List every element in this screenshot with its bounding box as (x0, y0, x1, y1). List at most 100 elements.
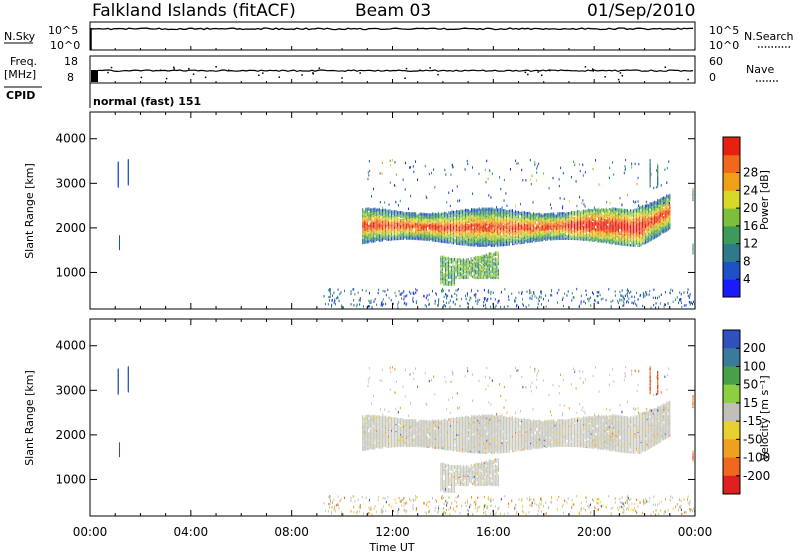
power-cell (542, 215, 543, 217)
power-cell (582, 215, 583, 217)
power-cell (603, 208, 604, 210)
nave-dot (618, 79, 620, 81)
power-cell (512, 209, 513, 211)
power-cell (423, 221, 424, 223)
power-cell (607, 225, 608, 227)
power-cell (597, 209, 598, 211)
power-cell (385, 230, 386, 232)
power-cell (563, 228, 564, 230)
power-cell (515, 232, 516, 234)
power-cell (612, 224, 613, 226)
power-cell (451, 215, 452, 217)
power-cell (451, 237, 452, 239)
power-cell (485, 243, 486, 245)
power-cell (427, 229, 428, 231)
power-cell (660, 198, 661, 200)
power-cell (429, 231, 430, 233)
power-cell (650, 210, 651, 212)
power-cell (468, 224, 469, 226)
power-cell (566, 212, 567, 214)
nave-dot (141, 77, 143, 79)
power-cell (491, 230, 492, 232)
power-cell (656, 206, 657, 208)
power-cell (651, 202, 652, 204)
power-cell (639, 206, 640, 208)
power-cell (488, 243, 489, 245)
power-cell (479, 221, 480, 223)
power-cell (514, 211, 515, 213)
power-cell (636, 209, 637, 211)
power-cell (609, 212, 610, 214)
power-cell (448, 230, 449, 232)
power-cell (458, 233, 459, 235)
cpid-value: normal (fast) 151 (93, 95, 201, 108)
power-cell (408, 236, 409, 238)
power-cell (583, 209, 584, 211)
power-cell (533, 212, 534, 214)
power-cell (616, 213, 617, 215)
power-cell (660, 233, 661, 235)
nsky-line (90, 28, 693, 30)
power-cell (510, 209, 511, 211)
power-cell (497, 236, 498, 238)
power-cell (370, 222, 371, 224)
power-cell (529, 212, 530, 214)
power-cell (622, 221, 623, 223)
power-cell (486, 227, 487, 229)
power-cell (520, 218, 521, 220)
power-cell (616, 232, 617, 234)
power-cell (536, 223, 537, 225)
power-cell (491, 234, 492, 236)
power-cell (524, 224, 525, 226)
power-cell (571, 214, 572, 216)
power-cell (627, 244, 628, 246)
power-cell (588, 239, 589, 241)
nsky-label: N.Sky (4, 30, 36, 43)
power-cell (635, 226, 636, 228)
power-cell (473, 220, 474, 222)
power-cell (589, 212, 590, 214)
power-cell (455, 229, 456, 231)
freq-tick-high: 18 (64, 55, 78, 68)
power-cell (435, 213, 436, 215)
power-cell (367, 213, 368, 215)
power-cell (559, 235, 560, 237)
power-cell (397, 211, 398, 213)
power-cell (471, 215, 472, 217)
power-cell (591, 233, 592, 235)
power-cell (405, 220, 406, 222)
power-cell (500, 211, 501, 213)
power-cell (492, 228, 493, 230)
power-cell (494, 227, 495, 229)
power-cell (625, 218, 626, 220)
power-cell (574, 222, 575, 224)
power-cell (618, 213, 619, 215)
power-cell (600, 209, 601, 211)
power-cell (406, 232, 407, 234)
power-cell (362, 235, 363, 237)
power-cell (465, 212, 466, 214)
power-cell (597, 220, 598, 222)
power-cell (660, 231, 661, 233)
power-cell (402, 211, 403, 213)
power-cell (544, 220, 545, 222)
power-cell (451, 229, 452, 231)
power-cell (468, 209, 469, 211)
power-cell (577, 232, 578, 234)
power-cell (462, 210, 463, 212)
power-cell (650, 202, 651, 204)
power-cell (442, 224, 443, 226)
power-cell (485, 215, 486, 217)
power-cell (554, 214, 555, 216)
power-cell (432, 221, 433, 223)
power-cell (396, 210, 397, 212)
power-cell (547, 221, 548, 223)
power-cell (364, 215, 365, 217)
power-cell (376, 213, 377, 215)
power-cell (420, 212, 421, 214)
plot-title: Falkland Islands (fitACF) (92, 1, 296, 21)
power-cell (520, 212, 521, 214)
power-cell (642, 228, 643, 230)
power-cell (504, 229, 505, 231)
power-cell (476, 242, 477, 244)
